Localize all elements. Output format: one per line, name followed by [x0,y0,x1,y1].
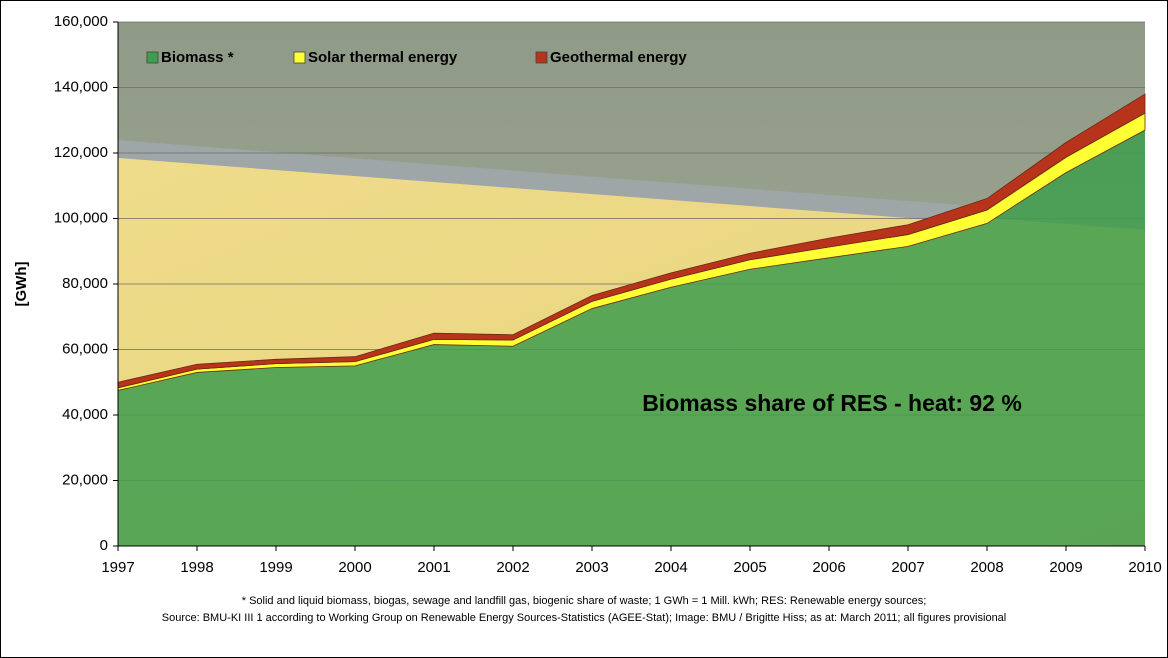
legend-label: Biomass * [161,49,234,66]
x-tick-label: 2010 [1128,559,1161,576]
footnote: Source: BMU-KI III 1 according to Workin… [162,612,1007,624]
x-tick-label: 2005 [733,559,766,576]
legend-marker [146,51,159,64]
x-tick-label: 2009 [1049,559,1082,576]
annotation: Biomass share of RES - heat: 92 % [642,390,1022,416]
x-tick-label: 2007 [891,559,924,576]
areas [117,93,1146,546]
x-tick-label: 2001 [417,559,450,576]
y-tick-label: 20,000 [62,471,108,488]
axes: 0 20,000 40,000 60,000 80,000 100,000 120,000 1… [54,13,1162,576]
x-tick-label: 2002 [496,559,529,576]
y-tick-label: 0 [100,537,108,554]
y-tick-label: 160,000 [54,13,108,30]
legend-label: Geothermal energy [550,49,687,66]
legend-label: Solar thermal energy [308,49,458,66]
area [117,93,1146,389]
y-tick-label: 80,000 [62,275,108,292]
area [118,130,1145,546]
x-tick-label: 2004 [654,559,687,576]
y-tick-label: 100,000 [54,209,108,226]
x-tick-label: 1998 [180,559,213,576]
y-tick-label: 140,000 [54,78,108,95]
x-tick-label: 2008 [970,559,1003,576]
x-tick-label: 1997 [101,559,134,576]
y-axis-label: [GWh] [13,262,30,307]
legend-marker [293,51,306,64]
footnote: * Solid and liquid biomass, biogas, sewa… [242,595,927,607]
x-tick-label: 1999 [259,559,292,576]
y-tick-label: 120,000 [54,144,108,161]
y-tick-label: 60,000 [62,340,108,357]
legend-marker [535,51,548,64]
x-tick-label: 2000 [338,559,371,576]
x-tick-label: 2003 [575,559,608,576]
x-tick-label: 2006 [812,559,845,576]
y-tick-label: 40,000 [62,406,108,423]
